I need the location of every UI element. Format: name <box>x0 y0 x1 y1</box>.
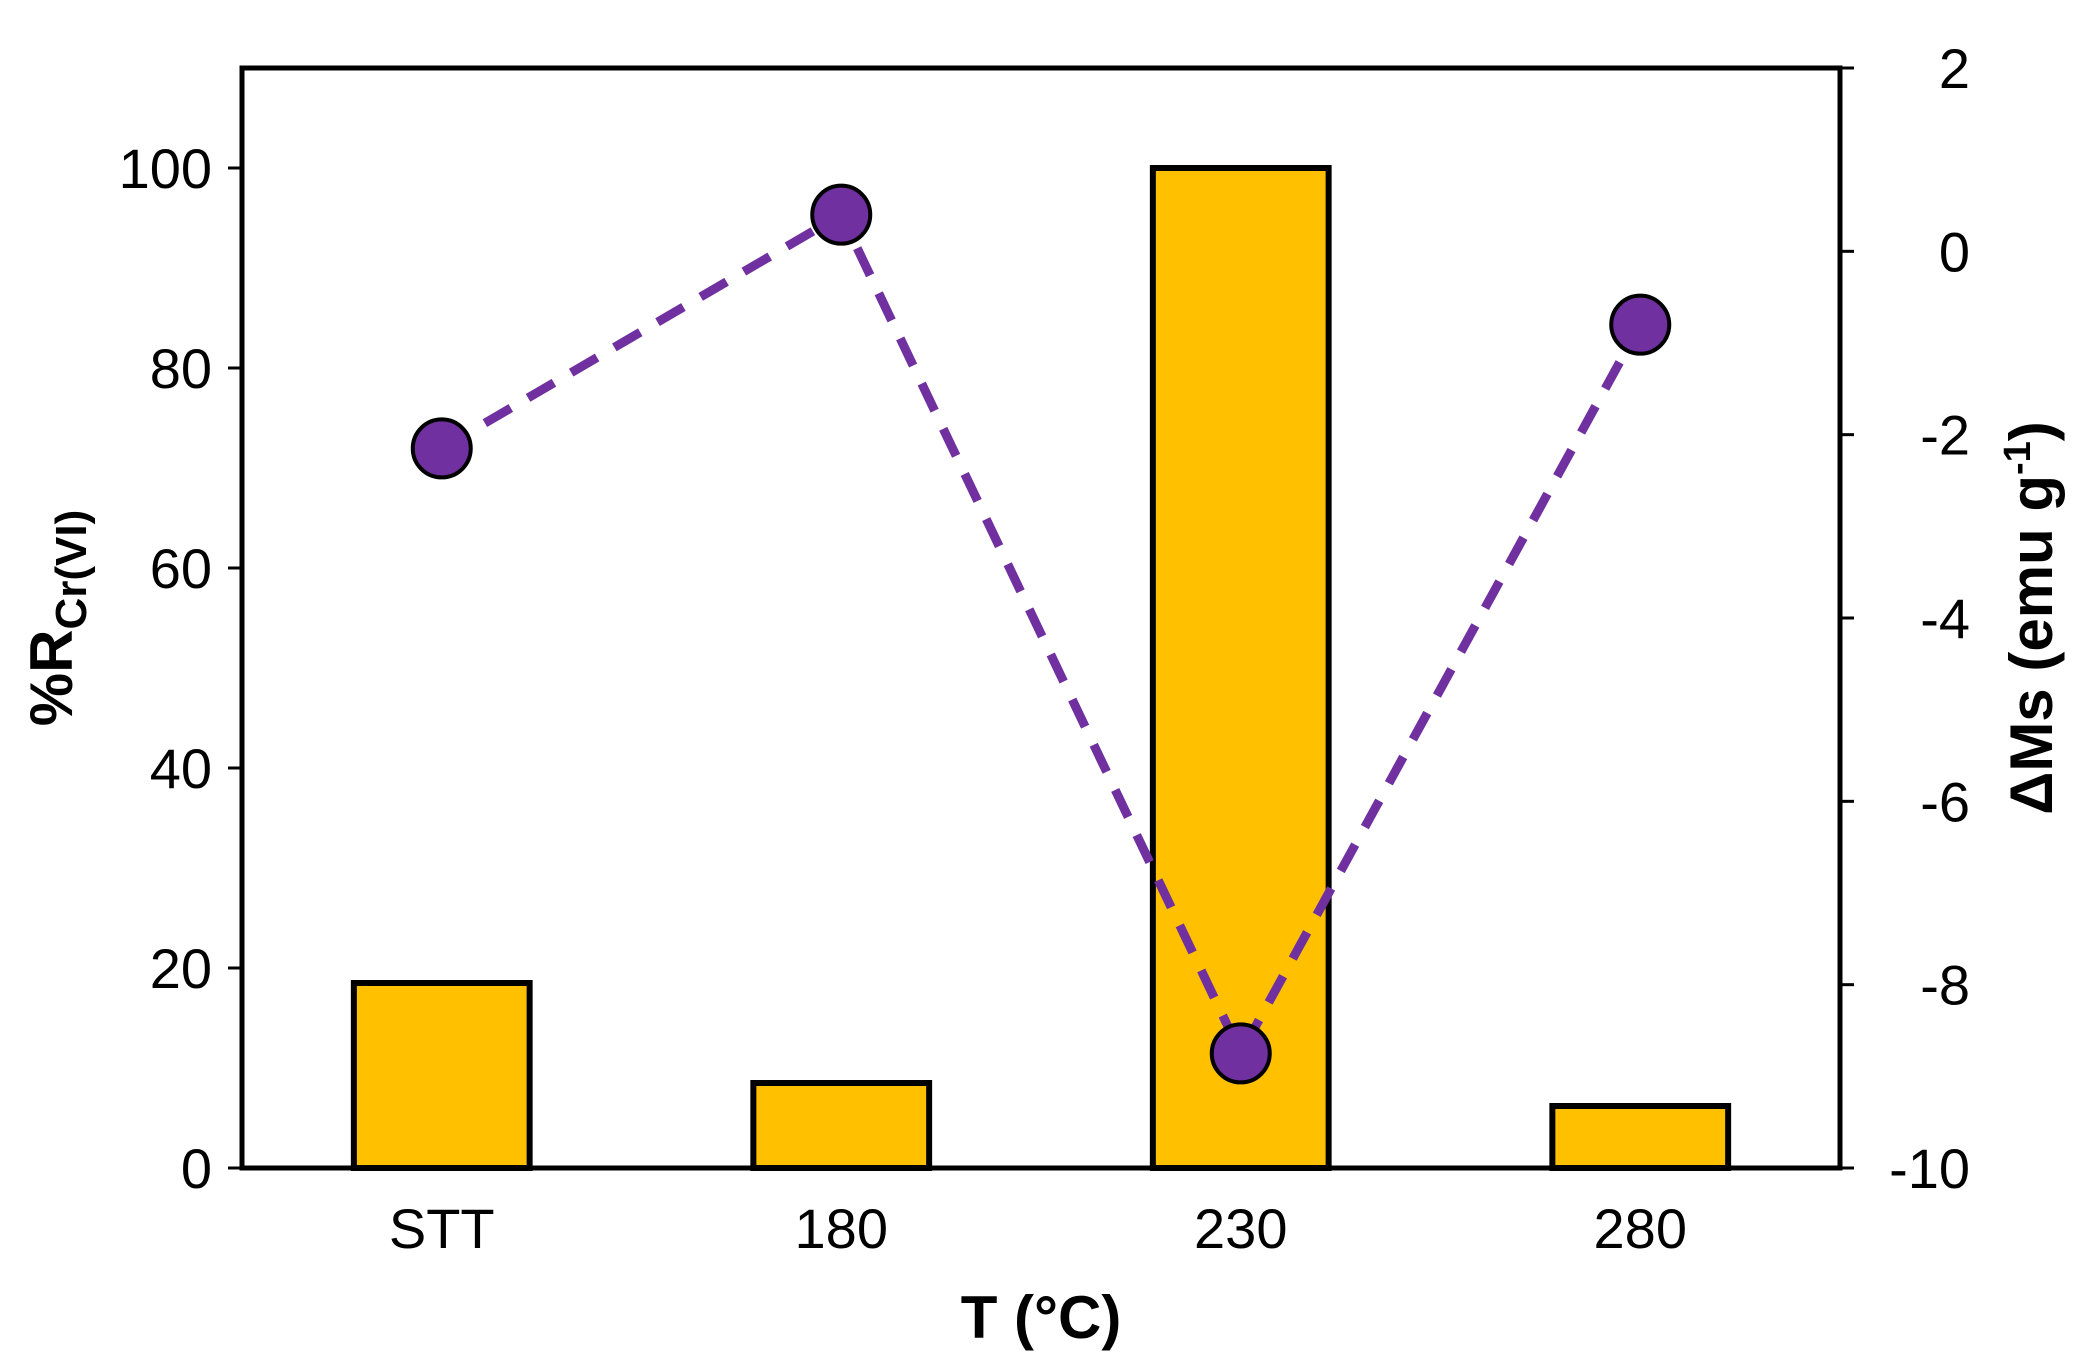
x-tick-label: 180 <box>795 1197 888 1260</box>
left-y-tick-label: 100 <box>119 137 212 200</box>
left-y-tick-label: 80 <box>150 337 212 400</box>
left-y-axis-title-subscript: Cr(VI) <box>47 510 96 630</box>
left-y-axis-title-main: %R <box>18 630 85 727</box>
right-y-axis-title-main: ΔMs (emu g <box>1998 475 2065 815</box>
left-y-tick-label: 60 <box>150 537 212 600</box>
right-y-tick-label: -4 <box>1920 587 1970 650</box>
left-y-tick-label: 40 <box>150 737 212 800</box>
x-tick-label: STT <box>389 1197 495 1260</box>
bar <box>750 1080 933 1171</box>
line-series <box>410 183 1672 1085</box>
x-tick-label: 230 <box>1194 1197 1287 1260</box>
bar-series <box>350 165 1732 1171</box>
left-y-axis: 0 20 40 60 80 100 <box>119 137 242 1200</box>
right-y-axis-title-end: ) <box>1998 421 2065 441</box>
left-y-tick-label: 20 <box>150 937 212 1000</box>
left-y-tick-label: 0 <box>181 1137 212 1200</box>
right-y-axis: -10 -8 -6 -4 -2 0 2 <box>1840 37 1970 1200</box>
series-line <box>439 210 1645 1058</box>
data-point <box>410 417 473 480</box>
bar <box>350 980 533 1171</box>
data-point <box>1209 1022 1272 1085</box>
bar <box>1149 165 1332 1171</box>
right-y-tick-label: -2 <box>1920 404 1970 467</box>
right-y-axis-title-superscript: -1 <box>1997 441 2039 475</box>
right-y-tick-label: -8 <box>1920 954 1970 1017</box>
right-y-tick-label: -6 <box>1920 770 1970 833</box>
x-tick-label: 280 <box>1594 1197 1687 1260</box>
bar <box>1549 1103 1732 1171</box>
data-point <box>810 183 873 246</box>
x-axis-title: T (°C) <box>961 1284 1122 1351</box>
right-y-axis-title: ΔMs (emu g-1) <box>1997 421 2065 815</box>
right-y-tick-label: 2 <box>1939 37 1970 100</box>
right-y-tick-label: -10 <box>1889 1137 1970 1200</box>
data-point <box>1609 293 1672 356</box>
x-axis: STT 180 230 280 <box>389 1197 1687 1260</box>
left-y-axis-title: %RCr(VI) <box>18 510 96 726</box>
right-y-tick-label: 0 <box>1939 220 1970 283</box>
